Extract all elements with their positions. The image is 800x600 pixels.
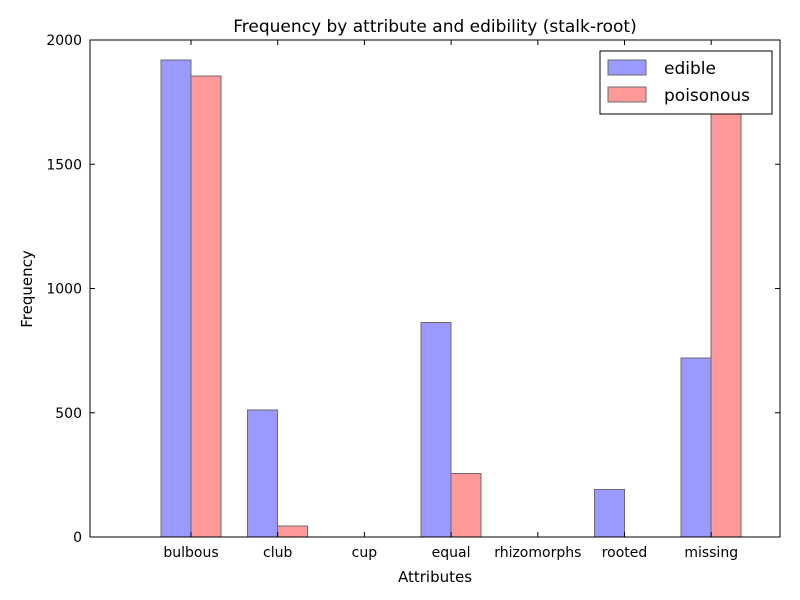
x-tick-label-rooted: rooted (602, 545, 648, 561)
legend-label-edible: edible (664, 59, 716, 79)
legend-swatch-edible (607, 59, 647, 76)
legend-label-poisonous: poisonous (664, 86, 750, 106)
y-tick-label: 0 (73, 530, 82, 546)
x-tick-label-missing: missing (684, 545, 738, 561)
y-tick-label: 2000 (46, 33, 82, 49)
bar-poisonous-missing (710, 99, 742, 538)
bar-edible-club (247, 409, 279, 538)
y-axis-title: Frequency (18, 250, 36, 328)
bar-edible-bulbous (160, 59, 192, 538)
x-tick-label-cup: cup (352, 545, 378, 561)
x-tick-label-equal: equal (432, 545, 471, 561)
bar-poisonous-equal (450, 472, 482, 538)
legend-swatch-poisonous (607, 86, 647, 103)
bar-edible-missing (680, 357, 712, 538)
bar-edible-rooted (594, 488, 625, 538)
x-axis: bulbous club cup equal rhizomorphs rooted miss… (163, 40, 738, 561)
y-axis: 0 500 1000 1500 2000 (46, 33, 780, 546)
x-axis-title: Attributes (398, 568, 472, 586)
bar-edible-equal (420, 321, 452, 538)
bar-poisonous-bulbous (190, 75, 222, 538)
chart-title: Frequency by attribute and edibility (st… (233, 17, 636, 37)
x-tick-label-club: club (263, 545, 292, 561)
legend: edible poisonous (599, 50, 773, 115)
y-tick-label: 500 (55, 406, 82, 422)
bars-group (160, 59, 742, 538)
y-tick-label: 1500 (46, 157, 82, 173)
y-tick-label: 1000 (46, 282, 82, 298)
bar-poisonous-club (277, 525, 309, 538)
x-tick-label-bulbous: bulbous (163, 545, 218, 561)
x-tick-label-rhizomorphs: rhizomorphs (494, 545, 581, 561)
